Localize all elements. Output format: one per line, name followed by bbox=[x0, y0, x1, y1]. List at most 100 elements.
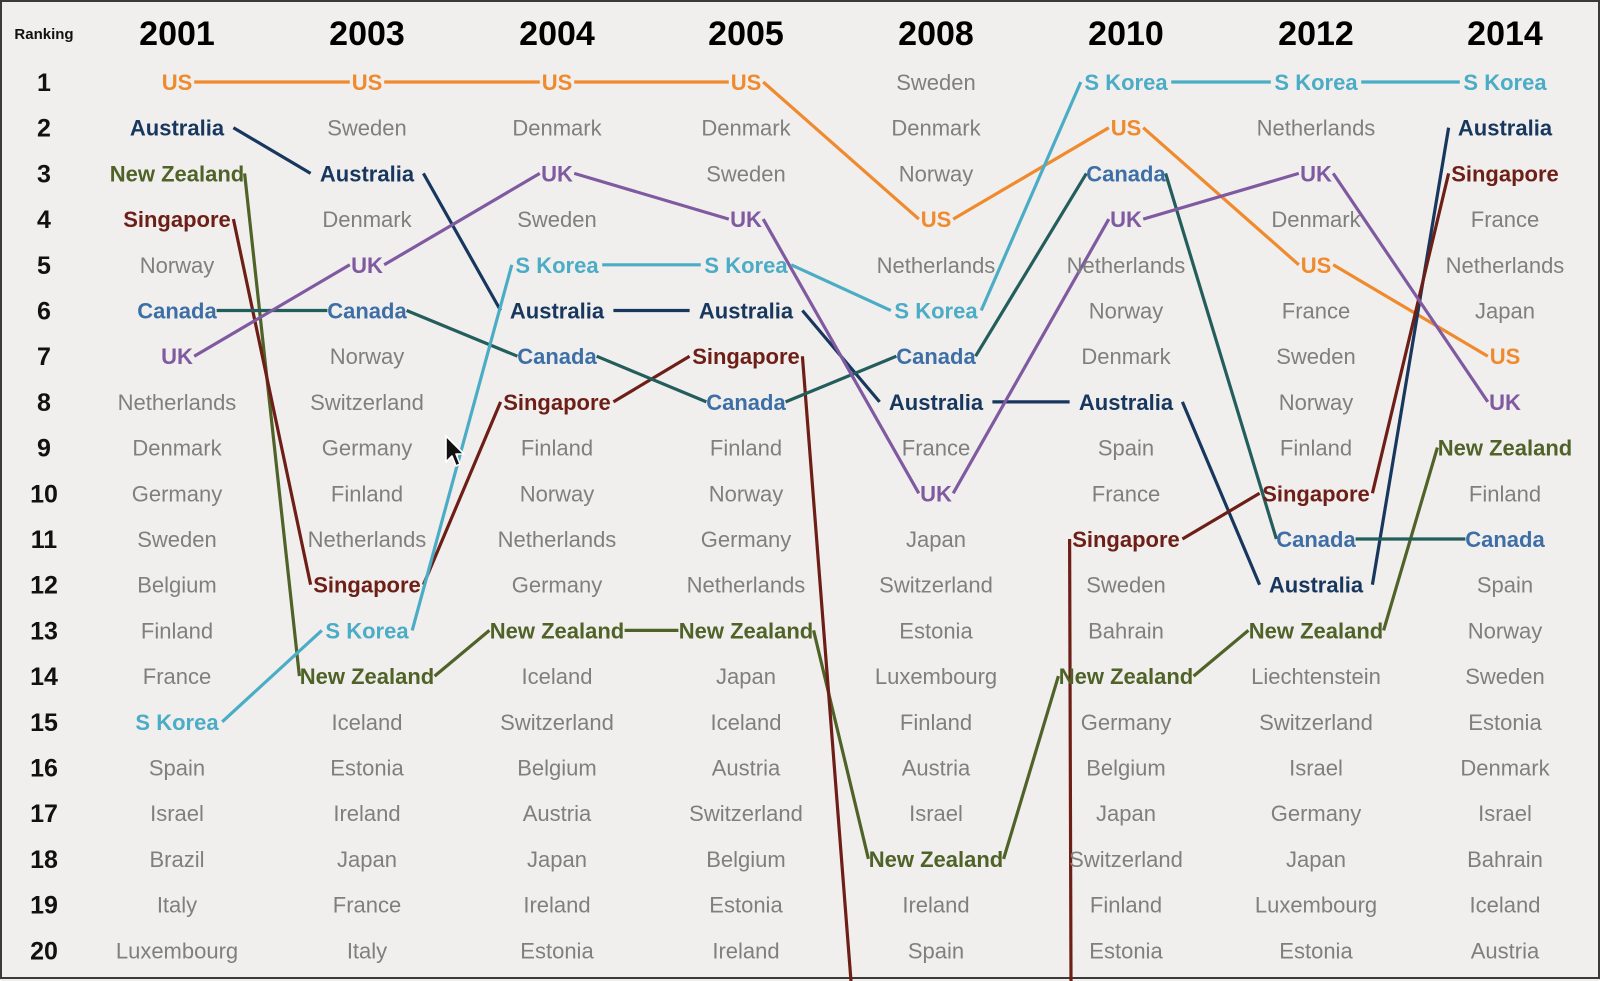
country-label-2004-estonia: Estonia bbox=[520, 938, 594, 963]
connector-australia-2010 bbox=[1180, 401, 1262, 586]
country-label-2004-singapore: Singapore bbox=[503, 390, 611, 415]
country-label-2001-israel: Israel bbox=[150, 801, 204, 826]
country-label-2012-france: France bbox=[1282, 299, 1350, 324]
country-label-2003-singapore: Singapore bbox=[313, 573, 421, 598]
country-label-2008-austria: Austria bbox=[902, 756, 971, 781]
country-label-2010-france: France bbox=[1092, 481, 1160, 506]
country-label-2003-sweden: Sweden bbox=[327, 116, 407, 141]
country-label-2005-germany: Germany bbox=[701, 527, 791, 552]
country-label-2003-japan: Japan bbox=[337, 847, 397, 872]
country-label-2001-s-korea: S Korea bbox=[135, 710, 219, 735]
country-label-2012-japan: Japan bbox=[1286, 847, 1346, 872]
country-label-2010-switzerland: Switzerland bbox=[1069, 847, 1183, 872]
country-label-2012-new-zealand: New Zealand bbox=[1249, 618, 1383, 643]
connector-new-zealand-2010 bbox=[1192, 629, 1250, 678]
country-label-2008-spain: Spain bbox=[908, 938, 964, 963]
country-label-2004-japan: Japan bbox=[527, 847, 587, 872]
country-label-2008-ireland: Ireland bbox=[902, 893, 969, 918]
country-label-2012-sweden: Sweden bbox=[1276, 344, 1356, 369]
country-label-2005-switzerland: Switzerland bbox=[689, 801, 803, 826]
connector-canada-2004 bbox=[595, 354, 708, 404]
country-label-2004-uk: UK bbox=[541, 161, 573, 186]
country-label-2010-estonia: Estonia bbox=[1089, 938, 1163, 963]
country-label-2003-netherlands: Netherlands bbox=[308, 527, 427, 552]
country-label-2003-s-korea: S Korea bbox=[325, 618, 409, 643]
year-label-2003: 2003 bbox=[329, 15, 405, 53]
connector-new-zealand-2005 bbox=[812, 630, 870, 860]
country-label-2003-iceland: Iceland bbox=[332, 710, 403, 735]
connector-s-korea-2001 bbox=[221, 629, 323, 723]
country-label-2014-austria: Austria bbox=[1471, 938, 1540, 963]
connector-new-zealand-2008 bbox=[1002, 675, 1060, 860]
country-label-2001-new-zealand: New Zealand bbox=[110, 161, 244, 186]
country-label-2004-denmark: Denmark bbox=[512, 116, 602, 141]
country-label-2005-norway: Norway bbox=[709, 481, 784, 506]
country-label-2008-israel: Israel bbox=[909, 801, 963, 826]
connector-new-zealand-2001 bbox=[243, 173, 301, 677]
connector-singapore-2010 bbox=[1181, 491, 1261, 541]
connector-uk-2010 bbox=[1142, 171, 1300, 221]
country-label-2003-switzerland: Switzerland bbox=[310, 390, 424, 415]
country-label-2003-france: France bbox=[333, 893, 401, 918]
connector-uk-2012 bbox=[1331, 172, 1490, 403]
connector-australia-2001 bbox=[232, 126, 312, 175]
country-label-2005-s-korea: S Korea bbox=[704, 253, 788, 278]
country-label-2008-france: France bbox=[902, 436, 970, 461]
country-label-2012-norway: Norway bbox=[1279, 390, 1354, 415]
country-label-2003-estonia: Estonia bbox=[330, 756, 404, 781]
country-label-2014-israel: Israel bbox=[1478, 801, 1532, 826]
country-label-2008-norway: Norway bbox=[899, 161, 974, 186]
connector-uk-2005 bbox=[761, 218, 921, 495]
country-label-2005-ireland: Ireland bbox=[712, 938, 779, 963]
country-label-2014-singapore: Singapore bbox=[1451, 161, 1559, 186]
connector-uk-2003 bbox=[383, 172, 541, 267]
country-label-2010-s-korea: S Korea bbox=[1084, 70, 1168, 95]
country-label-2010-finland: Finland bbox=[1090, 893, 1162, 918]
country-label-2008-s-korea: S Korea bbox=[894, 299, 978, 324]
country-label-2012-uk: UK bbox=[1300, 161, 1332, 186]
country-label-2008-finland: Finland bbox=[900, 710, 972, 735]
country-label-2008-luxembourg: Luxembourg bbox=[875, 664, 997, 689]
country-label-2014-denmark: Denmark bbox=[1460, 756, 1550, 781]
connector-new-zealand-2003 bbox=[433, 629, 491, 678]
country-label-2001-uk: UK bbox=[161, 344, 193, 369]
rank-number-19: 19 bbox=[30, 892, 58, 920]
country-label-2014-sweden: Sweden bbox=[1465, 664, 1545, 689]
country-label-2012-s-korea: S Korea bbox=[1274, 70, 1358, 95]
country-label-2012-australia: Australia bbox=[1269, 573, 1364, 598]
connector-singapore-2001 bbox=[231, 218, 313, 586]
country-label-2010-denmark: Denmark bbox=[1081, 344, 1171, 369]
country-label-2004-germany: Germany bbox=[512, 573, 602, 598]
year-label-2005: 2005 bbox=[708, 15, 784, 53]
country-label-2014-new-zealand: New Zealand bbox=[1438, 436, 1572, 461]
country-label-2008-us: US bbox=[921, 207, 952, 232]
rank-number-14: 14 bbox=[30, 663, 58, 691]
country-label-2012-finland: Finland bbox=[1280, 436, 1352, 461]
country-label-2004-us: US bbox=[542, 70, 573, 95]
country-label-2001-belgium: Belgium bbox=[137, 573, 216, 598]
country-label-2008-netherlands: Netherlands bbox=[877, 253, 996, 278]
country-label-2003-norway: Norway bbox=[330, 344, 405, 369]
country-label-2003-uk: UK bbox=[351, 253, 383, 278]
country-label-2014-iceland: Iceland bbox=[1470, 893, 1541, 918]
country-label-2014-netherlands: Netherlands bbox=[1446, 253, 1565, 278]
country-label-2014-s-korea: S Korea bbox=[1463, 70, 1547, 95]
rank-number-8: 8 bbox=[37, 389, 51, 417]
country-label-2005-australia: Australia bbox=[699, 299, 794, 324]
country-label-2010-netherlands: Netherlands bbox=[1067, 253, 1186, 278]
country-label-2003-us: US bbox=[352, 70, 383, 95]
connector-australia-2012 bbox=[1370, 127, 1451, 585]
country-label-2012-liechtenstein: Liechtenstein bbox=[1251, 664, 1381, 689]
country-label-2010-germany: Germany bbox=[1081, 710, 1171, 735]
country-label-2005-sweden: Sweden bbox=[706, 161, 786, 186]
country-label-2010-singapore: Singapore bbox=[1072, 527, 1180, 552]
year-label-2010: 2010 bbox=[1088, 15, 1164, 53]
country-label-2004-s-korea: S Korea bbox=[515, 253, 599, 278]
country-label-2008-uk: UK bbox=[920, 481, 952, 506]
year-label-2001: 2001 bbox=[139, 15, 215, 53]
country-label-2008-canada: Canada bbox=[896, 344, 976, 369]
country-label-2004-ireland: Ireland bbox=[523, 893, 590, 918]
country-label-2008-switzerland: Switzerland bbox=[879, 573, 993, 598]
rank-number-10: 10 bbox=[30, 480, 58, 508]
country-label-2005-us: US bbox=[731, 70, 762, 95]
